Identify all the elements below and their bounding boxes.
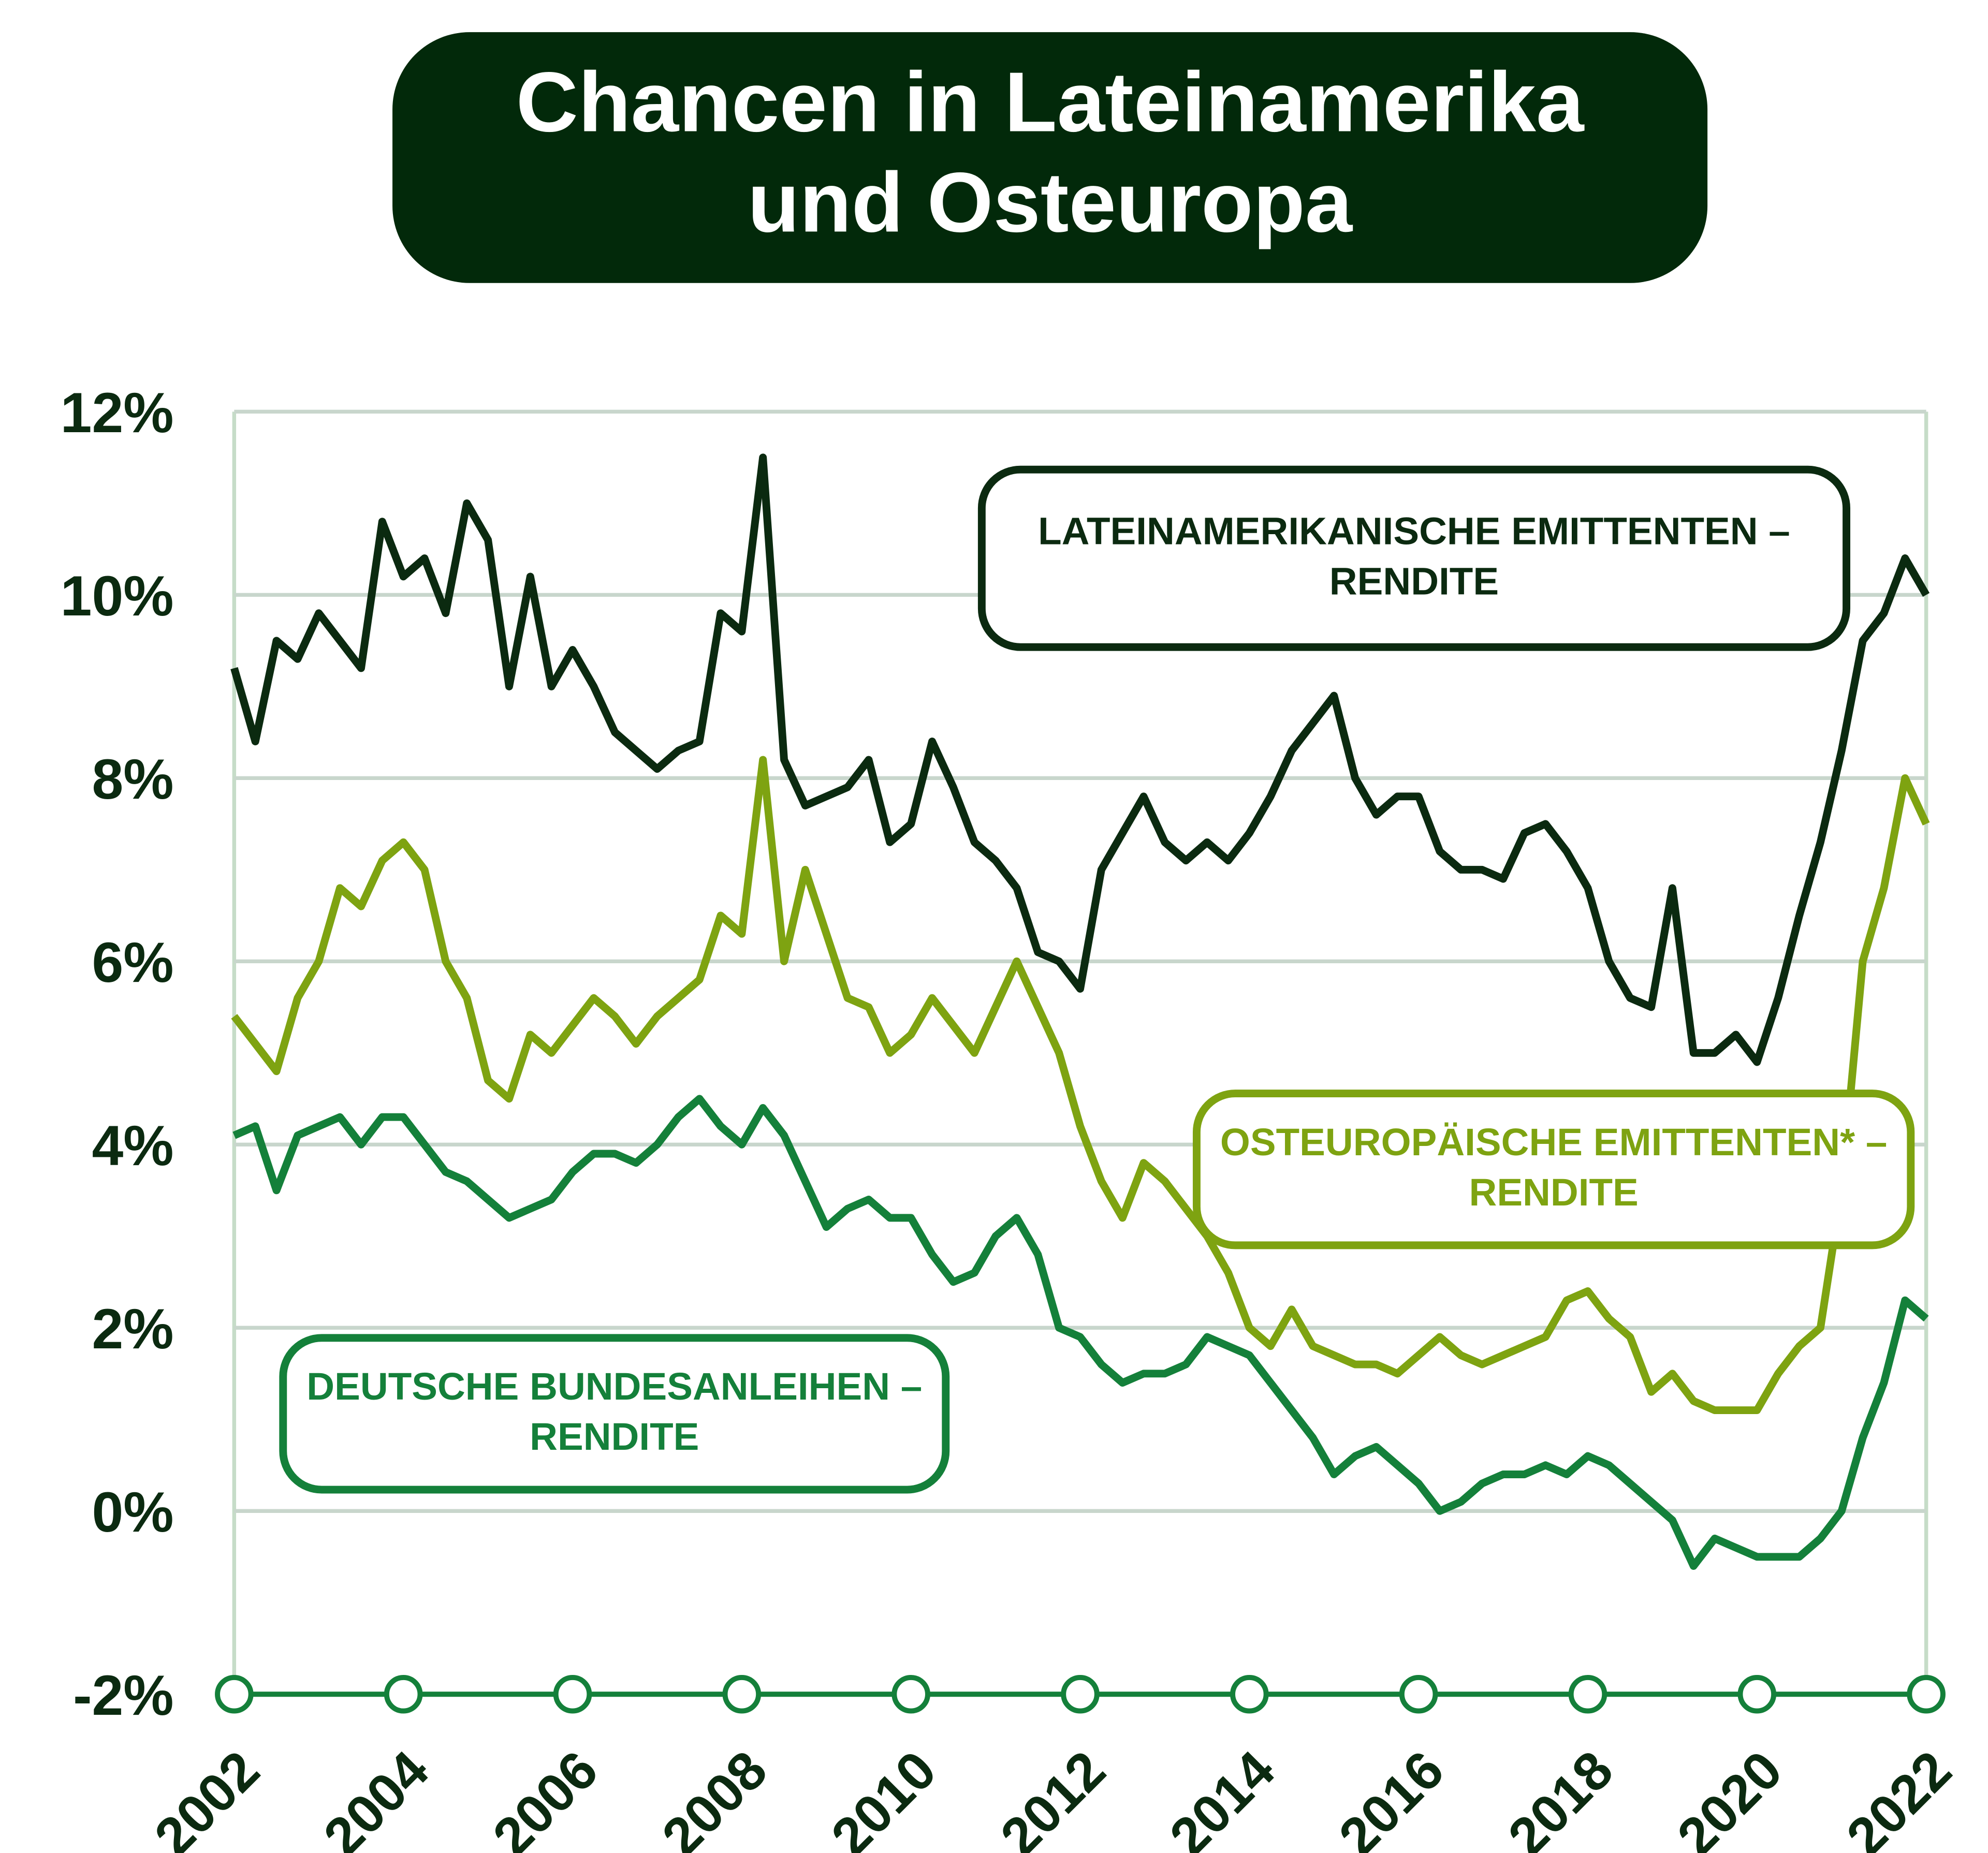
y-tick-label: 10% [61,565,174,628]
x-tick-label: 2004 [313,1740,440,1853]
legend-box [977,465,1851,651]
x-tick-label: 2020 [1667,1740,1794,1853]
x-tick-mark [891,1674,930,1714]
legend-label: OSTEUROPÄISCHE EMITTENTEN* – RENDITE [1220,1122,1888,1215]
x-tick-label: 2018 [1497,1740,1625,1853]
x-tick-label: 2006 [482,1740,609,1853]
x-tick-label: 2012 [989,1740,1117,1853]
x-tick-mark [1737,1674,1777,1714]
legend-label: LATEINAMERIKANISCHE EMITTENTEN – RENDITE [1038,510,1790,604]
y-tick-label: 0% [92,1481,173,1544]
y-tick-label: -2% [73,1664,173,1727]
x-tick-mark [1907,1674,1946,1714]
x-tick-label: 2010 [820,1740,947,1853]
legend-box [1192,1090,1915,1249]
y-tick-label: 12% [61,381,174,445]
series-line [232,1095,1929,1570]
legend-box [279,1334,950,1494]
y-tick-label: 8% [92,748,173,811]
title-box [392,32,1708,283]
legend-label: DEUTSCHE BUNDESANLEIHEN – RENDITE [306,1366,923,1459]
x-tick-label: 2008 [651,1740,779,1853]
x-tick-mark [1230,1674,1269,1714]
x-tick-mark [1399,1674,1438,1714]
legend-text-holder: OSTEUROPÄISCHE EMITTENTEN* – RENDITE [1220,1122,1888,1215]
legend-text-holder: DEUTSCHE BUNDESANLEIHEN – RENDITE [306,1366,923,1459]
x-tick-mark [215,1674,254,1714]
x-tick-label: 2014 [1159,1740,1286,1853]
x-tick-mark [722,1674,762,1714]
chart-title: und Osteuropa [748,155,1353,249]
y-tick-label: 6% [92,931,173,994]
x-tick-mark [384,1674,423,1714]
x-tick-mark [1061,1674,1100,1714]
x-tick-label: 2016 [1328,1740,1455,1853]
series-line [230,453,1930,1066]
x-tick-label: 2022 [1835,1740,1963,1853]
series-line [231,756,1930,1415]
x-tick-label: 2002 [143,1740,271,1853]
y-tick-label: 4% [92,1114,173,1178]
x-tick-mark [1568,1674,1607,1714]
y-tick-label: 2% [92,1298,173,1361]
chart-title: Chancen in Lateinamerika [516,55,1585,150]
x-tick-mark [553,1674,592,1714]
legend-text-holder: LATEINAMERIKANISCHE EMITTENTEN – RENDITE [1038,510,1790,604]
